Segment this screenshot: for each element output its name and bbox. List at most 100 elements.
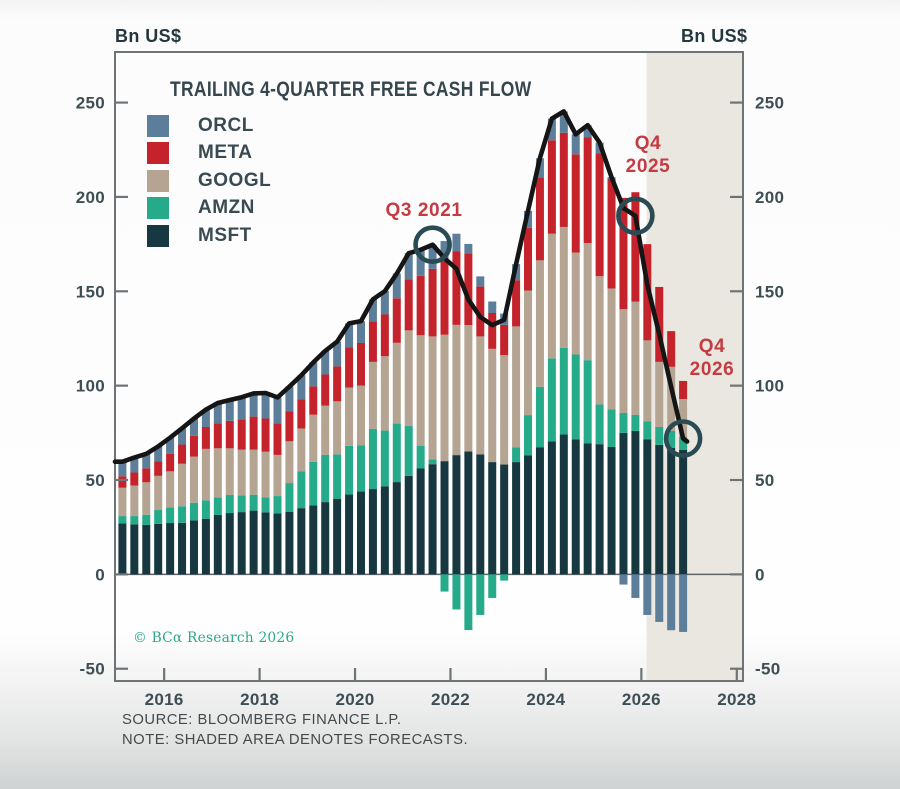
bar-segment-amzn-2024Q1 xyxy=(547,358,556,442)
legend-item-meta: META xyxy=(147,140,271,168)
bar-segment-meta-2016Q2 xyxy=(178,444,187,464)
bar-segment-amzn-2020Q2 xyxy=(368,428,377,490)
bar-segment-amzn-2019Q2 xyxy=(321,454,330,503)
bar-segment-meta-2022Q2 xyxy=(464,253,473,326)
bar-segment-msft-2022Q1 xyxy=(452,455,461,575)
bar-segment-orcl-2024Q4 xyxy=(583,125,592,138)
legend-swatch-meta xyxy=(147,142,169,165)
legend-label-googl: GOOGL xyxy=(198,169,272,191)
axis-tick-labels: -50 -50 0 0 50 50 100 100 150 150 200 200 250 250 2016… xyxy=(76,94,784,709)
bar-segment-meta-2026Q4 xyxy=(679,380,688,400)
legend-swatch-amzn xyxy=(147,197,169,220)
legend-item-amzn: AMZN xyxy=(147,195,271,223)
bar-segment-orcl-2026Q2 xyxy=(655,574,664,622)
bar-segment-meta-2015Q2 xyxy=(130,472,139,486)
bar-segment-amzn-2015Q2 xyxy=(130,516,139,525)
bar-segment-meta-2016Q4 xyxy=(201,426,210,449)
bar-segment-meta-2019Q2 xyxy=(321,374,330,406)
bar-segment-orcl-2017Q1 xyxy=(213,403,222,424)
bar-segment-orcl-2025Q3 xyxy=(619,574,628,585)
bar-segment-orcl-2019Q2 xyxy=(321,350,330,375)
bar-segment-googl-2023Q4 xyxy=(535,260,544,387)
x-tick-label-2016: 2016 xyxy=(145,690,184,709)
bar-segment-msft-2017Q4 xyxy=(249,510,258,575)
bar-segment-amzn-2019Q1 xyxy=(309,461,318,506)
bar-segment-orcl-2016Q2 xyxy=(178,428,187,445)
bar-segment-amzn-2020Q3 xyxy=(380,430,389,487)
bar-segment-msft-2017Q3 xyxy=(237,512,246,575)
y-tick-label-right-250: 250 xyxy=(755,94,784,113)
annotation-label-q3-2021: Q3 2021 xyxy=(385,200,463,221)
bar-segment-googl-2021Q4 xyxy=(440,334,449,462)
annotation-circle-2026q4 xyxy=(663,419,703,458)
bar-segment-amzn-2022Q4 xyxy=(488,574,497,598)
bar-segment-googl-2019Q3 xyxy=(333,401,342,455)
bar-segment-orcl-2025Q4 xyxy=(631,574,640,598)
bar-segment-orcl-2016Q4 xyxy=(201,409,210,427)
bar-segment-orcl-2022Q2 xyxy=(464,243,473,254)
bar-segment-googl-2020Q1 xyxy=(356,385,365,446)
bar-segment-googl-2019Q4 xyxy=(345,387,354,446)
bar-segment-msft-2016Q3 xyxy=(189,520,198,575)
bar-segment-orcl-2015Q1 xyxy=(118,461,127,477)
y-tick-label-left-0: 0 xyxy=(95,565,105,584)
bar-segment-amzn-2017Q4 xyxy=(249,494,258,511)
bar-segment-googl-2018Q1 xyxy=(261,451,270,498)
bar-segment-msft-2024Q2 xyxy=(559,434,568,575)
bar-segment-amzn-2018Q1 xyxy=(261,497,270,513)
bar-segment-msft-2022Q4 xyxy=(488,462,497,575)
bar-segment-googl-2025Q3 xyxy=(619,309,628,414)
legend-item-googl: GOOGL xyxy=(147,167,271,195)
bar-segment-orcl-2021Q2 xyxy=(416,249,425,276)
bar-segment-googl-2026Q3 xyxy=(667,366,676,431)
bar-segment-googl-2021Q3 xyxy=(428,336,437,460)
axis-ticks xyxy=(115,101,743,681)
bar-segment-msft-2016Q1 xyxy=(166,523,175,575)
bar-segment-meta-2025Q1 xyxy=(595,153,604,277)
bar-segment-msft-2025Q4 xyxy=(631,430,640,575)
x-tick-label-2022: 2022 xyxy=(431,690,470,709)
bar-segment-orcl-2017Q3 xyxy=(237,397,246,420)
plot-border xyxy=(114,51,744,682)
bar-segment-msft-2020Q1 xyxy=(356,491,365,575)
bar-segment-amzn-2025Q4 xyxy=(631,414,640,431)
bar-segment-msft-2018Q4 xyxy=(297,508,306,575)
bar-segment-googl-2024Q3 xyxy=(571,252,580,355)
bar-segment-orcl-2022Q4 xyxy=(488,301,497,313)
bar-segment-googl-2024Q2 xyxy=(559,226,568,348)
bar-segment-msft-2025Q1 xyxy=(595,444,604,575)
bar-segment-meta-2017Q3 xyxy=(237,419,246,450)
bar-segment-amzn-2021Q2 xyxy=(416,445,425,469)
bar-segment-amzn-2019Q4 xyxy=(345,445,354,495)
bar-segment-meta-2017Q2 xyxy=(225,420,234,449)
bar-segment-orcl-2015Q3 xyxy=(142,453,151,469)
bar-segment-msft-2018Q3 xyxy=(285,511,294,575)
bar-segment-amzn-2024Q3 xyxy=(571,354,580,440)
legend-label-meta: META xyxy=(198,142,253,164)
bar-segment-googl-2016Q1 xyxy=(166,471,175,508)
bar-segment-googl-2024Q4 xyxy=(583,243,592,361)
bar-segment-googl-2022Q3 xyxy=(476,336,485,455)
bar-segment-orcl-2020Q1 xyxy=(356,321,365,344)
bars-googl xyxy=(118,226,688,517)
bar-segment-amzn-2024Q4 xyxy=(583,360,592,444)
legend-label-amzn: AMZN xyxy=(198,197,255,219)
y-tick-label-right-200: 200 xyxy=(755,188,784,207)
bar-segment-meta-2024Q1 xyxy=(547,140,556,234)
bar-segment-meta-2020Q3 xyxy=(380,314,389,357)
bar-segment-meta-2018Q4 xyxy=(297,399,306,429)
bar-segment-meta-2019Q4 xyxy=(345,347,354,388)
bar-segment-googl-2016Q4 xyxy=(201,448,210,501)
bar-segment-googl-2026Q1 xyxy=(643,340,652,422)
bar-segment-orcl-2018Q2 xyxy=(273,397,282,424)
bar-segment-meta-2021Q2 xyxy=(416,275,425,336)
y-axis-unit-label-left: Bn US$ xyxy=(115,26,182,46)
legend-label-msft: MSFT xyxy=(198,224,252,246)
bar-segment-msft-2026Q4 xyxy=(679,450,688,575)
y-tick-label-left-50: 50 xyxy=(85,471,105,490)
bar-segment-orcl-2019Q1 xyxy=(309,362,318,387)
bar-segment-amzn-2020Q4 xyxy=(392,423,401,483)
bar-segment-amzn-2015Q3 xyxy=(142,514,151,525)
bar-segment-orcl-2021Q4 xyxy=(440,241,449,261)
